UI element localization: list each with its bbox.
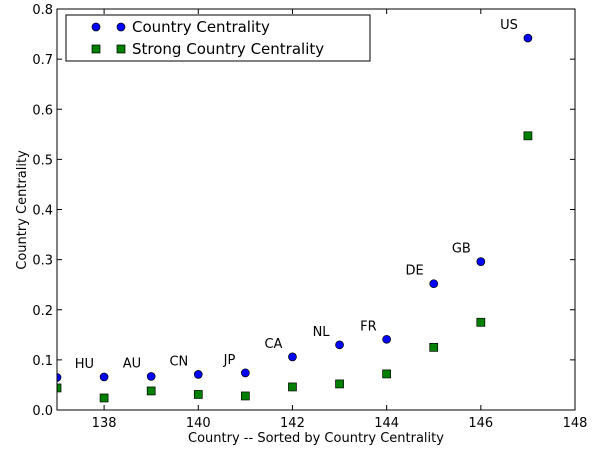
legend-label-strong-country-centrality: Strong Country Centrality bbox=[132, 40, 324, 58]
point-country-centrality bbox=[99, 372, 109, 382]
axis-ticks: 138 140 142 144 146 148 0.0 0.1 0.2 0.3 0.4 0.5 0.6 0… bbox=[32, 3, 587, 431]
legend-marker-country-centrality bbox=[116, 22, 126, 32]
point-country-centrality bbox=[146, 372, 156, 381]
country-label: HU bbox=[75, 357, 94, 372]
x-tick-label: 140 bbox=[186, 416, 211, 431]
x-axis-title: Country -- Sorted by Country Centrality bbox=[188, 431, 444, 446]
y-tick-label: 0.7 bbox=[32, 53, 53, 68]
point-country-centrality bbox=[241, 368, 250, 378]
point-strong-country-centrality bbox=[288, 382, 297, 392]
legend: Country Centrality Strong Country Centra… bbox=[65, 14, 371, 62]
point-strong-country-centrality bbox=[57, 383, 62, 393]
point-country-centrality bbox=[476, 257, 486, 266]
country-label: CN bbox=[169, 354, 188, 369]
plot-layer: HU AU CN JP CA NL FR DE GB US bbox=[57, 18, 533, 403]
country-label: CA bbox=[264, 337, 282, 352]
country-label: GB bbox=[452, 242, 471, 257]
point-strong-country-centrality bbox=[523, 131, 533, 141]
point-country-centrality bbox=[382, 334, 391, 344]
x-tick-label: 144 bbox=[374, 416, 399, 431]
point-strong-country-centrality bbox=[476, 317, 486, 327]
legend-label-country-centrality: Country Centrality bbox=[132, 18, 270, 36]
y-tick-label: 0.6 bbox=[32, 103, 53, 118]
y-tick-label: 0.5 bbox=[32, 153, 53, 168]
point-country-centrality bbox=[57, 373, 62, 382]
country-label: AU bbox=[123, 356, 141, 371]
y-tick-label: 0.2 bbox=[32, 304, 53, 319]
x-tick-label: 138 bbox=[92, 416, 117, 431]
y-tick-label: 0.0 bbox=[32, 404, 53, 419]
country-label: FR bbox=[360, 319, 377, 334]
point-strong-country-centrality bbox=[193, 390, 203, 399]
country-label: US bbox=[500, 18, 518, 33]
point-strong-country-centrality bbox=[382, 369, 391, 379]
point-strong-country-centrality bbox=[241, 391, 250, 401]
x-tick-label: 146 bbox=[468, 416, 493, 431]
point-strong-country-centrality bbox=[146, 386, 156, 396]
point-country-centrality bbox=[335, 340, 344, 350]
x-tick-label: 148 bbox=[563, 416, 588, 431]
point-country-centrality bbox=[523, 33, 533, 43]
legend-marker-strong-country-centrality bbox=[91, 44, 101, 54]
x-tick-label: 142 bbox=[280, 416, 305, 431]
y-tick-label: 0.8 bbox=[32, 3, 53, 18]
y-axis-title: Country Centrality bbox=[15, 150, 30, 270]
legend-marker-country-centrality bbox=[91, 22, 101, 32]
y-tick-label: 0.3 bbox=[32, 254, 53, 269]
point-strong-country-centrality bbox=[335, 379, 344, 389]
point-country-centrality bbox=[288, 352, 297, 362]
country-label: DE bbox=[405, 264, 423, 279]
y-tick-label: 0.1 bbox=[32, 354, 53, 369]
country-label: NL bbox=[313, 325, 331, 340]
data-marks bbox=[57, 33, 533, 403]
point-country-centrality bbox=[193, 370, 203, 379]
point-strong-country-centrality bbox=[429, 342, 439, 352]
y-tick-label: 0.4 bbox=[32, 204, 53, 219]
point-strong-country-centrality bbox=[99, 393, 109, 403]
plot-frame bbox=[56, 8, 576, 411]
legend-marker-strong-country-centrality bbox=[116, 44, 126, 54]
country-label: JP bbox=[223, 353, 236, 368]
point-country-centrality bbox=[429, 279, 439, 289]
